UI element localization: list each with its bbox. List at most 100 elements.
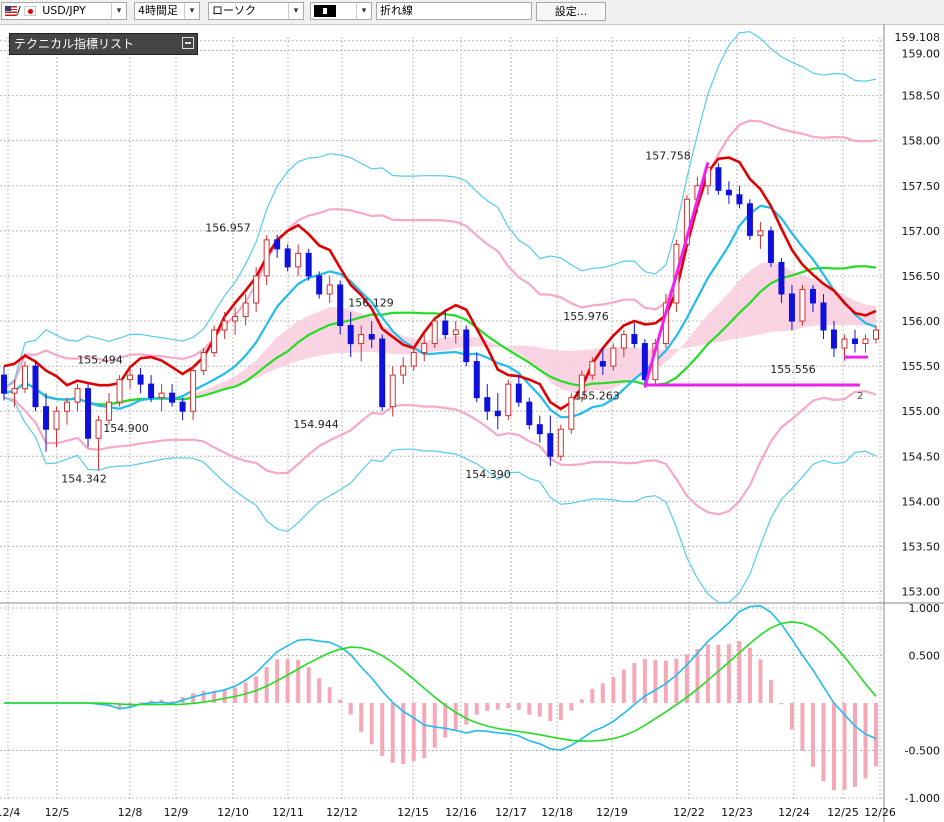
candle-body	[725, 189, 732, 196]
candle-body	[410, 352, 417, 367]
y-tick-label: 157.00	[902, 225, 941, 238]
histogram-bar	[390, 703, 395, 763]
histogram-bar	[422, 703, 427, 759]
histogram-bar	[296, 659, 301, 703]
histogram-bar	[159, 699, 164, 703]
price-annotation: 154.944	[293, 418, 339, 431]
histogram-bar	[516, 703, 521, 710]
bollinger-lower-line	[3, 389, 877, 516]
drawing-tool-label: 折れ線	[380, 4, 413, 17]
histogram-bar	[800, 703, 805, 751]
histogram-bar	[317, 678, 322, 703]
candle-body	[221, 320, 228, 331]
indicator-list-panel[interactable]: テクニカル指標リスト	[9, 33, 198, 55]
histogram-bar	[789, 703, 794, 730]
histogram-bar	[653, 660, 658, 703]
chart-style-label: ローソク	[212, 4, 256, 17]
price-chart: 2 154.342 155.494 154.900 156.957 154.944 156.…	[0, 24, 944, 822]
timeframe-select[interactable]: 4時間足 ▾	[134, 2, 200, 20]
candle-body	[22, 365, 29, 390]
y-tick-label: 153.50	[902, 540, 941, 553]
price-annotation: 155.556	[770, 363, 816, 376]
histogram-bar	[558, 703, 563, 721]
histogram-bar	[401, 703, 406, 765]
timeframe-label: 4時間足	[138, 4, 178, 17]
candle-body	[116, 379, 123, 403]
candle-body	[589, 361, 596, 376]
us-flag-icon	[5, 6, 17, 16]
x-tick-label: 12/16	[445, 806, 477, 819]
candle-body	[421, 343, 428, 354]
x-tick-label: 12/23	[721, 806, 753, 819]
y-tick-label: 156.00	[902, 315, 941, 328]
x-tick-label: 12/8	[118, 806, 143, 819]
color-select[interactable]: 白 ▾	[310, 2, 372, 20]
histogram-bar	[369, 703, 374, 745]
price-annotation: 156.129	[348, 296, 394, 309]
y-tick-label: 158.00	[902, 135, 941, 148]
symbol-select[interactable]: / USD/JPY ▾	[1, 2, 127, 20]
x-tick-label: 12/17	[495, 806, 527, 819]
histogram-bar	[264, 667, 269, 703]
candle-body	[295, 252, 302, 268]
price-annotation: 154.900	[103, 422, 149, 435]
candle-body	[746, 203, 753, 236]
candle-body	[862, 338, 869, 345]
histogram-bar	[212, 690, 217, 703]
price-annotation: 157.758	[645, 150, 691, 163]
histogram-bar	[695, 649, 700, 703]
x-tick-label: 12/18	[541, 806, 573, 819]
chevron-down-icon: ▾	[111, 3, 126, 19]
candle-body	[106, 401, 113, 421]
settings-button[interactable]: 設定...	[536, 2, 606, 21]
candle-body	[43, 406, 50, 430]
y-tick-label: -1.000	[905, 792, 940, 805]
candle-body	[873, 329, 879, 340]
candle-body	[74, 388, 81, 403]
candle-body	[788, 293, 795, 322]
y-tick-label: 157.50	[902, 180, 941, 193]
x-tick-label: 12/15	[397, 806, 429, 819]
histogram-bar	[243, 682, 248, 703]
price-annotation: 155.263	[574, 389, 620, 402]
candle-body	[337, 284, 344, 327]
histogram-bar	[852, 703, 857, 787]
candle-body	[799, 288, 806, 322]
histogram-bar	[726, 644, 731, 703]
y-tick-label: 0.500	[909, 650, 941, 663]
y-tick-label: 158.50	[902, 90, 941, 103]
x-tick-label: 12/26	[864, 806, 896, 819]
drawing-label: 2	[857, 391, 863, 402]
collapse-icon[interactable]	[182, 37, 194, 49]
candle-body	[274, 239, 281, 250]
bollinger-lower-line	[3, 397, 877, 604]
y-tick-label: 153.00	[902, 585, 941, 598]
candle-body	[473, 361, 480, 399]
chart-style-select[interactable]: ローソク ▾	[208, 2, 304, 20]
candle-body	[358, 334, 365, 345]
candle-body	[400, 365, 407, 376]
toolbar: / USD/JPY ▾ 4時間足 ▾ ローソク ▾ 白 ▾ 折れ線 設定...	[0, 0, 944, 25]
candle-body	[95, 419, 102, 439]
candle-body	[389, 374, 396, 408]
candle-body	[85, 388, 92, 439]
candle-body	[715, 167, 722, 191]
candle-body	[326, 284, 333, 295]
y-tick-label: 1.000	[909, 602, 941, 615]
candle-body	[578, 374, 585, 399]
candle-body	[494, 410, 501, 417]
candle-body	[379, 338, 386, 408]
candle-body	[190, 370, 197, 412]
histogram-bar	[674, 658, 679, 703]
x-tick-label: 12/22	[673, 806, 705, 819]
drawing-tool-select[interactable]: 折れ線	[376, 2, 532, 20]
candle-body	[347, 325, 354, 345]
candle-body	[484, 397, 491, 412]
histogram-bar	[338, 699, 343, 703]
histogram-bar	[464, 703, 469, 725]
indicator-list-label: テクニカル指標リスト	[14, 37, 135, 51]
candle-body	[841, 338, 848, 349]
signal-line	[4, 620, 877, 742]
histogram-bar	[485, 703, 490, 711]
histogram-bar	[432, 703, 437, 748]
